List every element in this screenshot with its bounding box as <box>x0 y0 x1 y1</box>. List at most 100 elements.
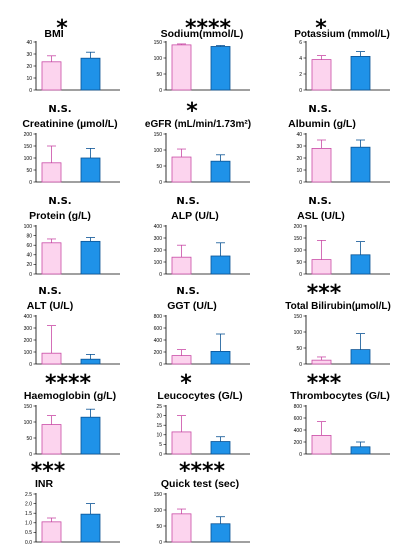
y-tick-label: 150 <box>294 314 303 320</box>
chart-panel: * BMI 0 10 20 30 40 <box>10 6 140 98</box>
chart-title: ASL (U/L) <box>297 210 345 222</box>
y-tick-label: 800 <box>294 404 303 410</box>
y-tick-label: 600 <box>154 326 163 332</box>
chart-svg: N.S. ALP (U/L) 0 100 200 300 400 <box>154 196 250 278</box>
y-tick-label: 40 <box>296 132 302 138</box>
y-tick-label: 0 <box>299 272 302 278</box>
y-tick-label: 40 <box>26 253 32 259</box>
y-tick-label: 150 <box>154 40 163 46</box>
chart-panel: N.S. ALT (U/L) 0 100 200 300 400 <box>10 280 140 372</box>
bar-group2 <box>210 441 231 455</box>
significance-label: N.S. <box>48 104 71 115</box>
chart-panel: * Leucocytes (G/L) 0 5 10 15 20 25 <box>140 370 270 462</box>
y-tick-label: 150 <box>24 404 33 410</box>
y-tick-label: 60 <box>26 243 32 249</box>
chart-svg: ***Total Bilirubin(µmol/L) 0 50 100 150 <box>285 281 391 368</box>
bar-group1 <box>41 424 62 455</box>
chart-title: GGT (U/L) <box>167 300 217 312</box>
y-tick-label: 400 <box>24 314 33 320</box>
chart-panel: N.S. ASL (U/L) 0 50 100 150 200 <box>280 190 410 282</box>
chart-panel: * Potassium (mmol/L) 0 2 4 6 <box>280 6 410 98</box>
chart-panel: N.S. GGT (U/L) 0 200 400 600 800 <box>140 280 270 372</box>
significance-label: **** <box>179 459 226 484</box>
y-tick-label: 0 <box>159 362 162 368</box>
bar-group2 <box>80 358 101 365</box>
y-tick-label: 1.5 <box>25 511 32 517</box>
y-tick-label: 200 <box>24 338 33 344</box>
chart-title: Potassium (mmol/L) <box>294 29 390 40</box>
bar-group1 <box>41 352 62 365</box>
chart-title: INR <box>35 478 54 490</box>
bar-group2 <box>80 416 101 455</box>
significance-label: **** <box>45 371 92 396</box>
bar-group2 <box>210 46 231 91</box>
y-tick-label: 10 <box>296 168 302 174</box>
chart-title: BMI <box>44 28 63 40</box>
significance-label: N.S. <box>176 196 199 207</box>
y-tick-label: 100 <box>24 350 33 356</box>
chart-svg: ***Thrombocytes (G/L) 0 200 400 600 800 <box>290 371 390 458</box>
y-tick-label: 4 <box>299 56 302 62</box>
y-tick-label: 200 <box>294 440 303 446</box>
y-tick-label: 600 <box>294 416 303 422</box>
chart-svg: *eGFR (mL/min/1.73m²) 0 50 100 150 <box>145 99 251 186</box>
y-tick-label: 0 <box>159 272 162 278</box>
chart-svg: N.S. Albumin (g/L) 0 10 20 30 40 <box>288 104 390 186</box>
y-tick-label: 100 <box>294 330 303 336</box>
y-tick-label: 800 <box>154 314 163 320</box>
y-tick-label: 50 <box>26 436 32 442</box>
chart-title: Creatinine (µmol/L) <box>22 118 117 130</box>
bar-group2 <box>350 56 371 91</box>
chart-title: ALT (U/L) <box>27 300 73 312</box>
chart-svg: N.S. Protein (g/L) 0 20 40 60 80 100 <box>24 196 120 278</box>
bar-group2 <box>350 146 371 183</box>
y-tick-label: 200 <box>24 132 33 138</box>
y-tick-label: 100 <box>154 508 163 514</box>
bar-group1 <box>171 44 192 91</box>
bar-group1 <box>311 435 332 455</box>
y-tick-label: 0.0 <box>25 540 32 546</box>
y-tick-label: 0 <box>29 272 32 278</box>
y-tick-label: 20 <box>26 262 32 268</box>
chart-panel: * eGFR (mL/min/1.73m²) 0 50 100 150 <box>140 98 270 190</box>
chart-svg: *Potassium (mmol/L) 0 2 4 6 <box>294 16 390 94</box>
bar-group2 <box>210 255 231 275</box>
bar-group1 <box>311 59 332 91</box>
bar-group1 <box>171 513 192 543</box>
y-tick-label: 0 <box>299 88 302 94</box>
y-tick-label: 100 <box>294 248 303 254</box>
significance-label: *** <box>307 281 342 306</box>
bar-group1 <box>171 256 192 275</box>
bar-group2 <box>80 513 101 543</box>
chart-title: eGFR (mL/min/1.73m²) <box>145 119 251 130</box>
y-tick-label: 100 <box>24 420 33 426</box>
chart-panel: N.S. Albumin (g/L) 0 10 20 30 40 <box>280 98 410 190</box>
chart-svg: ***INR 0.0 0.5 1.0 1.5 2.0 2.5 <box>25 459 120 546</box>
chart-panel: *** Total Bilirubin(µmol/L) 0 50 100 150 <box>280 280 410 372</box>
chart-svg: N.S. ASL (U/L) 0 50 100 150 200 <box>294 196 390 278</box>
bar-group2 <box>350 349 371 365</box>
y-tick-label: 400 <box>154 338 163 344</box>
chart-panel: *** Thrombocytes (G/L) 0 200 400 600 800 <box>280 370 410 462</box>
y-tick-label: 20 <box>296 156 302 162</box>
y-tick-label: 40 <box>26 40 32 46</box>
chart-title: Total Bilirubin(µmol/L) <box>285 301 391 312</box>
chart-panel: N.S. Protein (g/L) 0 20 40 60 80 100 <box>10 190 140 282</box>
y-tick-label: 400 <box>294 428 303 434</box>
y-tick-label: 0 <box>159 88 162 94</box>
y-tick-label: 20 <box>156 413 162 419</box>
y-tick-label: 150 <box>154 132 163 138</box>
significance-label: * <box>56 16 68 41</box>
y-tick-label: 0 <box>29 362 32 368</box>
chart-panel: **** Haemoglobin (g/L) 0 50 100 150 <box>10 370 140 462</box>
y-tick-label: 0 <box>299 362 302 368</box>
bar-group2 <box>80 157 101 183</box>
chart-panel: **** Sodium(mmol/L) 0 50 100 150 <box>140 6 270 98</box>
y-tick-label: 300 <box>24 326 33 332</box>
y-tick-label: 80 <box>26 233 32 239</box>
chart-panel: *** INR 0.0 0.5 1.0 1.5 2.0 2.5 <box>10 458 140 550</box>
y-tick-label: 0 <box>299 452 302 458</box>
y-tick-label: 2.0 <box>25 501 32 507</box>
y-tick-label: 200 <box>154 350 163 356</box>
bar-group1 <box>41 61 62 91</box>
